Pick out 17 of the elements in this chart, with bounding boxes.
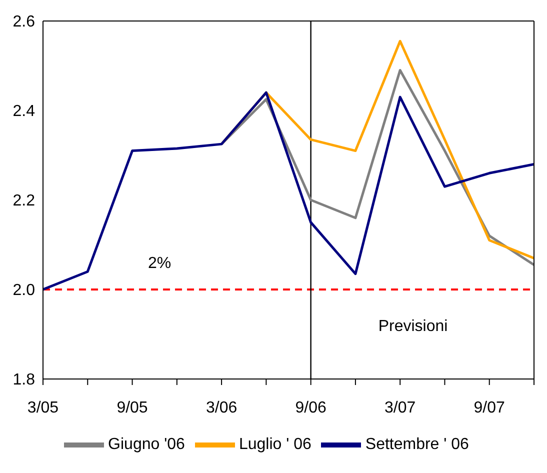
x-tick-label: 3/07 (384, 399, 416, 416)
y-tick-label: 2.4 (12, 103, 36, 120)
x-tick-label: 3/05 (27, 399, 59, 416)
y-tick-label: 1.8 (12, 372, 36, 389)
legend-label: Luglio ' 06 (238, 436, 312, 454)
y-tick-label: 2.2 (12, 192, 36, 210)
line-series (43, 91, 534, 291)
x-tick-label: 9/06 (295, 399, 326, 416)
x-tick-label: 3/06 (206, 399, 238, 416)
x-tick-label: 9/07 (474, 399, 506, 416)
y-tick-label: 2.0 (12, 282, 36, 300)
x-tick-label: 9/05 (116, 399, 148, 416)
y-tick-label: 2.6 (12, 14, 36, 31)
legend-label: Settembre ' 06 (365, 436, 469, 454)
ref-line-label: 2% (148, 254, 172, 272)
legend-label: Giugno '06 (108, 436, 185, 454)
annotation: Previsioni (377, 318, 449, 336)
